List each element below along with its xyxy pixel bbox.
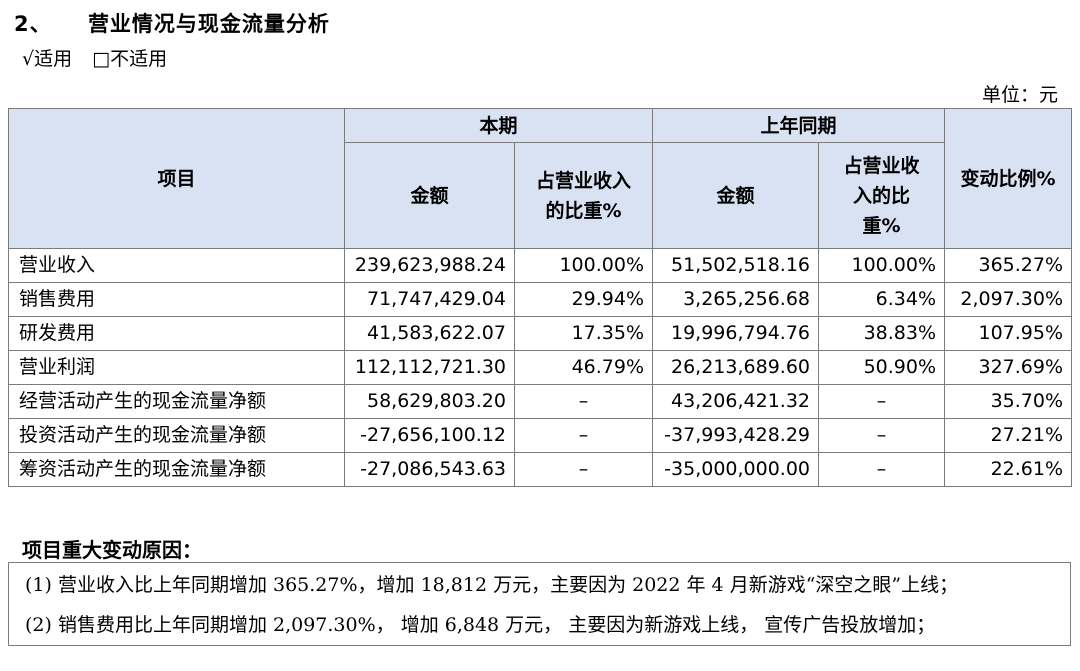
row-current-ratio: 29.94% [513, 282, 654, 317]
header-item: 项目 [8, 108, 345, 249]
row-current-ratio: – [513, 418, 654, 453]
row-item-name: 投资活动产生的现金流量净额 [8, 418, 345, 453]
row-current-amount: 71,747,429.04 [344, 282, 515, 317]
row-current-amount: 41,583,622.07 [344, 316, 515, 351]
table-row: 销售费用 71,747,429.04 29.94% 3,265,256.68 6.34%… [8, 282, 1073, 317]
row-current-ratio: 46.79% [513, 350, 654, 385]
row-prior-ratio: 6.34% [818, 282, 946, 317]
table-row: 营业收入 239,623,988.24 100.00% 51,502,518.16 10… [8, 248, 1073, 283]
row-item-name: 营业收入 [8, 248, 345, 283]
row-prior-amount: -37,993,428.29 [652, 418, 820, 453]
header-change-ratio: 变动比例% [944, 108, 1073, 249]
row-prior-ratio: – [818, 418, 946, 453]
reasons-title: 项目重大变动原因： [22, 538, 202, 562]
header-current-period: 本期 [343, 108, 654, 143]
row-current-amount: 112,112,721.30 [344, 350, 515, 385]
unit-label: 单位：元 [981, 84, 1058, 106]
section-title-text: 营业情况与现金流量分析 [87, 12, 330, 36]
row-change-ratio: 327.69% [944, 350, 1073, 385]
applicable-option[interactable]: √适用 [22, 48, 73, 70]
row-prior-amount: 26,213,689.60 [652, 350, 820, 385]
row-change-ratio: 35.70% [944, 384, 1073, 419]
row-prior-ratio: – [818, 384, 946, 419]
header-amount-prior: 金额 [652, 142, 820, 249]
financial-table: 项目 本期 上年同期 变动比例% 金额 占营业收入的比重% 金额 占营业收入的比… [8, 108, 1073, 487]
row-item-name: 筹资活动产生的现金流量净额 [8, 452, 345, 487]
row-current-ratio: – [513, 452, 654, 487]
header-ratio-current: 占营业收入的比重% [513, 142, 654, 249]
header-prior-period: 上年同期 [652, 108, 946, 143]
row-prior-amount: -35,000,000.00 [652, 452, 820, 487]
row-change-ratio: 107.95% [944, 316, 1073, 351]
row-current-ratio: 17.35% [513, 316, 654, 351]
table-row: 营业利润 112,112,721.30 46.79% 26,213,689.60 50.… [8, 350, 1073, 385]
row-prior-ratio: 50.90% [818, 350, 946, 385]
applicability-options: √适用 □不适用 [22, 44, 181, 71]
row-item-name: 经营活动产生的现金流量净额 [8, 384, 345, 419]
row-current-ratio: – [513, 384, 654, 419]
reason-item-2: (2) 销售费用比上年同期增加 2,097.30%， 增加 6,848 万元， … [25, 614, 936, 636]
section-number: 2、 [14, 12, 52, 36]
not-applicable-option[interactable]: □不适用 [92, 48, 168, 70]
row-prior-ratio: 38.83% [818, 316, 946, 351]
table-row: 筹资活动产生的现金流量净额 -27,086,543.63– -35,000,000.… [8, 452, 1073, 487]
row-item-name: 营业利润 [8, 350, 345, 385]
header-ratio-prior: 占营业收入的比重% [818, 142, 946, 249]
row-current-amount: 239,623,988.24 [344, 248, 515, 283]
reason-item-1: (1) 营业收入比上年同期增加 365.27%，增加 18,812 万元，主要因… [25, 574, 959, 596]
section-title: 2、 营业情况与现金流量分析 [14, 8, 330, 38]
row-change-ratio: 27.21% [944, 418, 1073, 453]
reasons-box: (1) 营业收入比上年同期增加 365.27%，增加 18,812 万元，主要因… [8, 562, 1071, 646]
row-current-ratio: 100.00% [513, 248, 654, 283]
row-item-name: 研发费用 [8, 316, 345, 351]
row-current-amount: -27,086,543.63 [344, 452, 515, 487]
table-row: 经营活动产生的现金流量净额 58,629,803.20–43,206,421.32… [8, 384, 1073, 419]
header-amount-current: 金额 [344, 142, 515, 249]
row-current-amount: 58,629,803.20 [344, 384, 515, 419]
row-prior-ratio: 100.00% [818, 248, 946, 283]
row-change-ratio: 2,097.30% [944, 282, 1073, 317]
row-change-ratio: 22.61% [944, 452, 1073, 487]
row-change-ratio: 365.27% [944, 248, 1073, 283]
row-prior-amount: 51,502,518.16 [652, 248, 820, 283]
row-prior-amount: 19,996,794.76 [652, 316, 820, 351]
row-item-name: 销售费用 [8, 282, 345, 317]
row-prior-amount: 3,265,256.68 [652, 282, 820, 317]
table-row: 研发费用 41,583,622.07 17.35% 19,996,794.76 38.8… [8, 316, 1073, 351]
row-prior-amount: 43,206,421.32 [652, 384, 820, 419]
table-row: 投资活动产生的现金流量净额 -27,656,100.12– -37,993,428.… [8, 418, 1073, 453]
row-prior-ratio: – [818, 452, 946, 487]
row-current-amount: -27,656,100.12 [344, 418, 515, 453]
